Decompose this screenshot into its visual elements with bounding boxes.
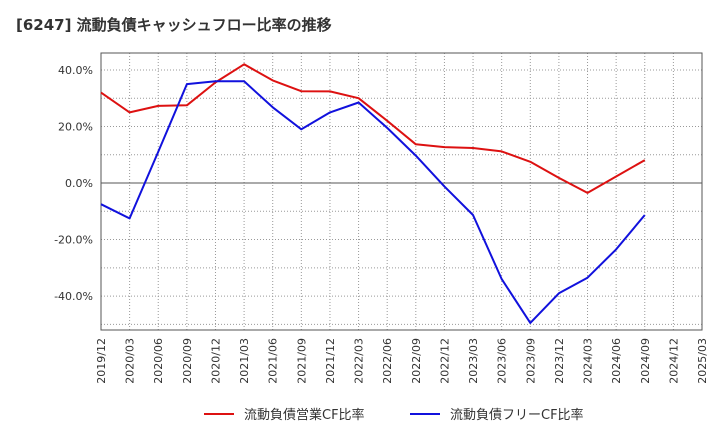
- chart-title: [6247] 流動負債キャッシュフロー比率の推移: [16, 16, 332, 34]
- plot-frame: [100, 52, 703, 331]
- x-tick-label: 2024/09: [639, 338, 652, 384]
- grid-lines: [100, 53, 703, 330]
- y-tick-label: -20.0%: [54, 234, 93, 247]
- legend-label-2: 流動負債フリーCF比率: [450, 407, 584, 423]
- legend: 流動負債営業CF比率 流動負債フリーCF比率: [204, 407, 584, 423]
- y-tick-label: 0.0%: [65, 177, 93, 190]
- x-axis-ticks: 2019/12 2020/03 2020/06 2020/09 2020/12 2021/…: [95, 338, 709, 384]
- x-tick-label: 2024/03: [582, 338, 595, 384]
- x-tick-label: 2023/12: [553, 338, 566, 384]
- series-layer: [100, 63, 646, 324]
- x-tick-label: 2019/12: [95, 338, 108, 384]
- y-tick-label: 20.0%: [58, 120, 93, 133]
- y-axis-ticks: 40.0% 20.0% 0.0% -20.0% -40.0%: [54, 64, 93, 303]
- x-tick-label: 2024/06: [610, 338, 623, 384]
- x-tick-label: 2024/12: [667, 338, 680, 384]
- x-tick-label: 2022/06: [381, 338, 394, 384]
- x-tick-label: 2022/12: [438, 338, 451, 384]
- x-tick-label: 2023/09: [524, 338, 537, 384]
- x-tick-label: 2020/03: [124, 338, 137, 384]
- x-tick-label: 2020/06: [152, 338, 165, 384]
- x-tick-label: 2020/12: [209, 338, 222, 384]
- x-tick-label: 2023/03: [467, 338, 480, 384]
- x-tick-label: 2020/09: [181, 338, 194, 384]
- x-tick-label: 2025/03: [696, 338, 709, 384]
- y-tick-label: -40.0%: [54, 290, 93, 303]
- y-tick-label: 40.0%: [58, 64, 93, 77]
- x-tick-label: 2021/03: [238, 338, 251, 384]
- series-line-1: [100, 63, 646, 194]
- legend-label-1: 流動負債営業CF比率: [244, 407, 365, 423]
- x-tick-label: 2023/06: [496, 338, 509, 384]
- x-tick-label: 2021/06: [267, 338, 280, 384]
- x-tick-label: 2021/12: [324, 338, 337, 384]
- series-line-2: [100, 80, 646, 324]
- x-tick-label: 2022/09: [410, 338, 423, 384]
- x-tick-label: 2022/03: [353, 338, 366, 384]
- x-tick-label: 2021/09: [295, 338, 308, 384]
